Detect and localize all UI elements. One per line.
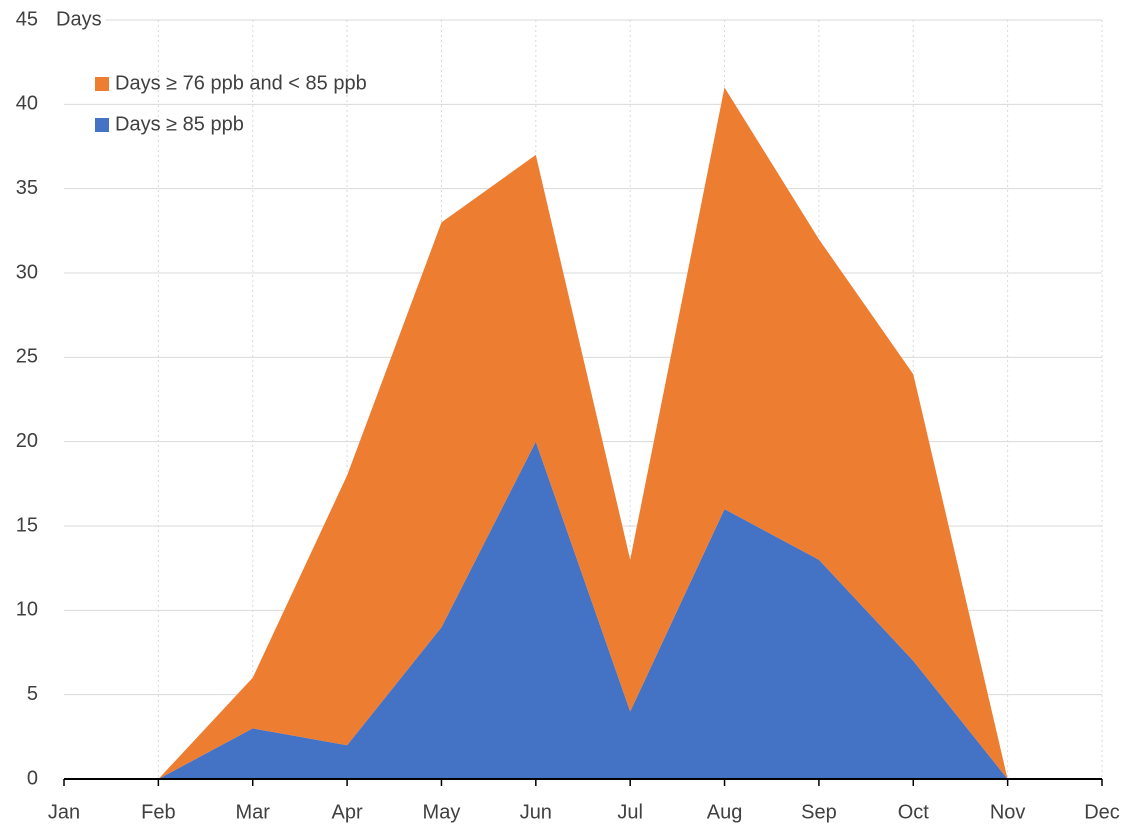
y-tick-label: 40 (16, 93, 38, 115)
area (158, 441, 1008, 779)
y-tick-label: 30 (16, 261, 38, 283)
x-tick-label: Dec (1084, 801, 1120, 823)
legend-swatch (95, 118, 109, 132)
x-tick-label: Oct (898, 801, 930, 823)
legend-label: Days ≥ 76 ppb and < 85 ppb (115, 72, 367, 94)
y-tick-label: 20 (16, 430, 38, 452)
legend-swatch (95, 77, 109, 91)
x-tick-label: Jun (520, 801, 552, 823)
x-tick-label: Sep (801, 801, 837, 823)
x-tick-label: Aug (707, 801, 743, 823)
legend-label: Days ≥ 85 ppb (115, 113, 244, 135)
areas (158, 87, 1008, 779)
x-tick-label: Jan (48, 801, 80, 823)
y-tick-label: 25 (16, 346, 38, 368)
axes: 0 5 10 15 20 25 30 35 40 45 Jan Feb Mar Apr May Jun Jul A… (16, 8, 1120, 823)
y-tick-label: 45 (16, 8, 38, 30)
y-tick-label: 10 (16, 599, 38, 621)
x-tick-label: Apr (332, 801, 363, 823)
x-tick-label: Mar (236, 801, 271, 823)
area (158, 87, 1008, 779)
y-tick-label: 5 (27, 683, 38, 705)
x-tick-label: May (423, 801, 461, 823)
y-tick-label: 0 (27, 767, 38, 789)
x-tick-label: Jul (617, 801, 643, 823)
y-tick-label: 35 (16, 177, 38, 199)
x-tick-label: Nov (990, 801, 1026, 823)
y-tick-label: 15 (16, 514, 38, 536)
y-axis-label: Days (56, 8, 102, 30)
x-tick-label: Feb (141, 801, 175, 823)
